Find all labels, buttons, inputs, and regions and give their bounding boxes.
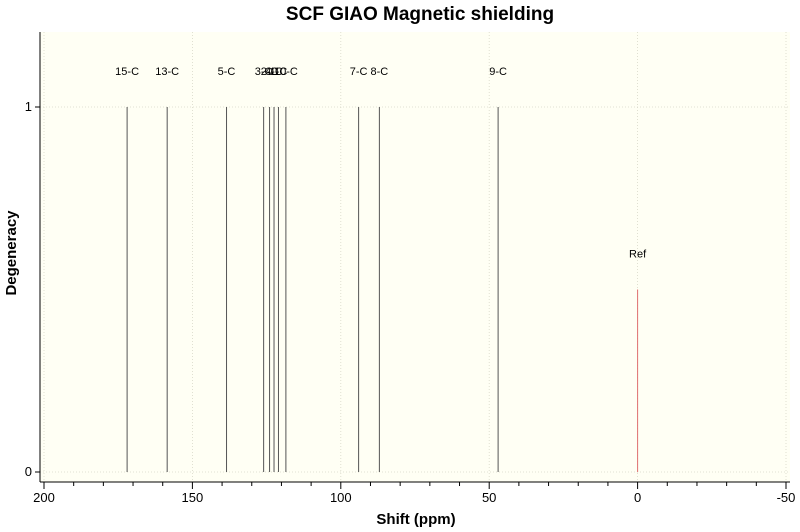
peak-label: 2-C xyxy=(261,66,279,78)
peak-labels: 15-C 13-C 5-C 3-C2-C4-C1-C10-C 7-C 8-C 9-C Ref xyxy=(115,66,647,261)
x-axis-label: Shift (ppm) xyxy=(376,511,455,528)
x-tick-label: 100 xyxy=(330,490,352,505)
x-tick-label: 150 xyxy=(182,490,204,505)
peak-label: 8-C xyxy=(371,66,389,78)
peak-label: 4-C xyxy=(265,66,283,78)
peak-label: 13-C xyxy=(155,66,179,78)
chart-title: SCF GIAO Magnetic shielding xyxy=(286,4,554,25)
ticks: 200 150 100 50 0 -50 0 1 xyxy=(25,99,796,505)
reference-label: Ref xyxy=(629,249,647,261)
grid-lines xyxy=(40,32,790,482)
x-tick-label: 50 xyxy=(482,490,496,505)
x-tick-label: -50 xyxy=(777,490,796,505)
x-tick-label: 0 xyxy=(634,490,641,505)
x-tick-label: 200 xyxy=(33,490,55,505)
peak-lines xyxy=(126,107,639,472)
plot-area xyxy=(40,32,790,482)
peak-label: 10-C xyxy=(274,66,298,78)
y-tick-label: 1 xyxy=(25,99,32,114)
y-axis-label: Degeneracy xyxy=(3,210,20,296)
peak-label: 15-C xyxy=(115,66,139,78)
y-tick-label: 0 xyxy=(25,464,32,479)
peak-label: 5-C xyxy=(218,66,236,78)
peak-label: 7-C xyxy=(350,66,368,78)
peak-label: 9-C xyxy=(489,66,507,78)
peak-label: 3-C xyxy=(255,66,273,78)
peak-label: 1-C xyxy=(270,66,288,78)
